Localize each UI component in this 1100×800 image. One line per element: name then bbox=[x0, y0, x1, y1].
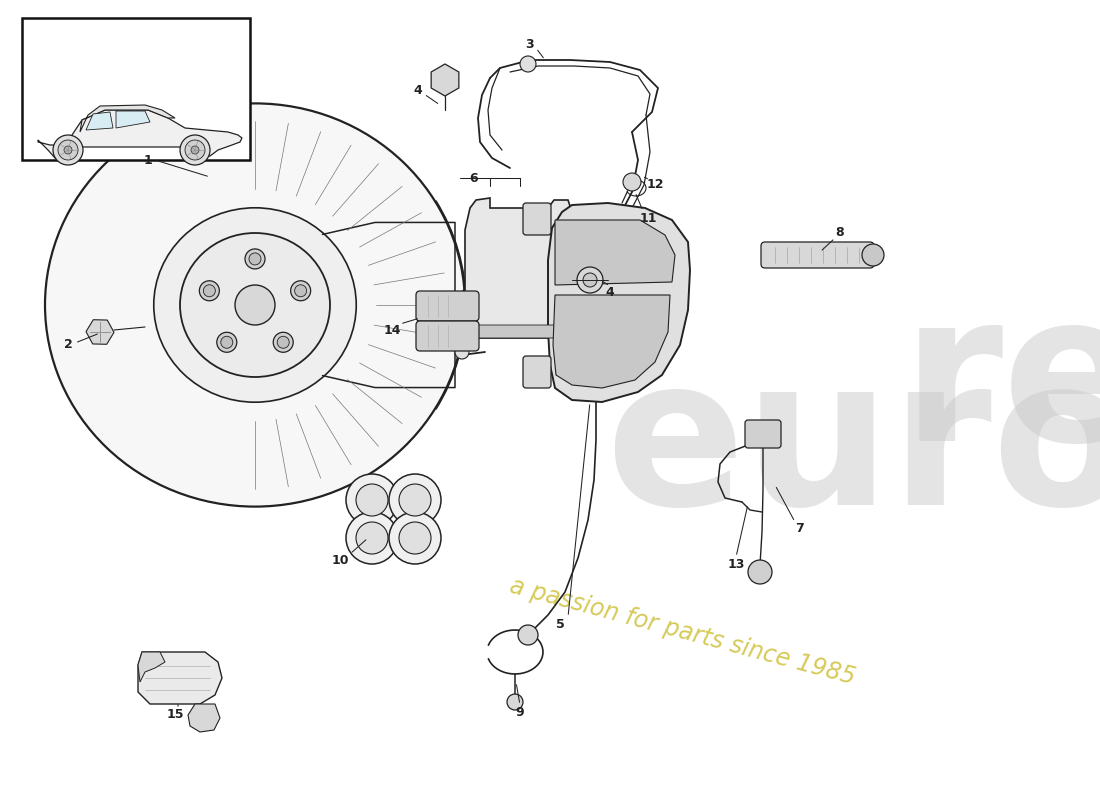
Circle shape bbox=[290, 281, 310, 301]
Polygon shape bbox=[553, 295, 670, 388]
Circle shape bbox=[235, 285, 275, 325]
Circle shape bbox=[295, 285, 307, 297]
FancyBboxPatch shape bbox=[522, 203, 551, 235]
Circle shape bbox=[748, 560, 772, 584]
Polygon shape bbox=[116, 111, 150, 128]
Circle shape bbox=[583, 273, 597, 287]
Circle shape bbox=[623, 173, 641, 191]
Ellipse shape bbox=[45, 103, 465, 506]
Text: a passion for parts since 1985: a passion for parts since 1985 bbox=[506, 574, 858, 690]
Circle shape bbox=[191, 146, 199, 154]
Circle shape bbox=[64, 146, 72, 154]
Polygon shape bbox=[138, 652, 165, 682]
Circle shape bbox=[389, 474, 441, 526]
Polygon shape bbox=[188, 704, 220, 732]
Text: 10: 10 bbox=[331, 554, 349, 566]
FancyBboxPatch shape bbox=[745, 420, 781, 448]
Text: 15: 15 bbox=[166, 709, 184, 722]
FancyBboxPatch shape bbox=[416, 321, 478, 351]
Ellipse shape bbox=[154, 208, 356, 402]
Circle shape bbox=[273, 332, 294, 352]
Text: euro: euro bbox=[605, 348, 1100, 548]
Circle shape bbox=[221, 336, 233, 348]
Text: 11: 11 bbox=[639, 211, 657, 225]
Circle shape bbox=[245, 249, 265, 269]
Circle shape bbox=[389, 512, 441, 564]
Circle shape bbox=[185, 140, 205, 160]
Circle shape bbox=[399, 522, 431, 554]
Circle shape bbox=[204, 285, 216, 297]
Circle shape bbox=[518, 625, 538, 645]
FancyBboxPatch shape bbox=[522, 356, 551, 388]
Circle shape bbox=[277, 336, 289, 348]
Circle shape bbox=[217, 332, 236, 352]
Text: 1: 1 bbox=[144, 154, 153, 166]
Polygon shape bbox=[556, 220, 675, 285]
Circle shape bbox=[578, 267, 603, 293]
Circle shape bbox=[356, 484, 388, 516]
Text: 14: 14 bbox=[383, 323, 400, 337]
Circle shape bbox=[399, 484, 431, 516]
Text: 12: 12 bbox=[647, 178, 663, 191]
Circle shape bbox=[346, 512, 398, 564]
Circle shape bbox=[356, 522, 388, 554]
Text: 4: 4 bbox=[606, 286, 615, 298]
Text: 8: 8 bbox=[836, 226, 845, 239]
Circle shape bbox=[520, 56, 536, 72]
Circle shape bbox=[249, 253, 261, 265]
FancyBboxPatch shape bbox=[22, 18, 250, 160]
Circle shape bbox=[180, 135, 210, 165]
FancyBboxPatch shape bbox=[761, 242, 874, 268]
Polygon shape bbox=[138, 652, 222, 704]
Text: 4: 4 bbox=[414, 83, 422, 97]
Circle shape bbox=[862, 244, 884, 266]
Circle shape bbox=[58, 140, 78, 160]
Polygon shape bbox=[465, 198, 574, 338]
Circle shape bbox=[346, 474, 398, 526]
Circle shape bbox=[199, 281, 219, 301]
Polygon shape bbox=[86, 112, 113, 130]
Text: 5: 5 bbox=[556, 618, 564, 631]
Text: res: res bbox=[902, 284, 1100, 484]
Polygon shape bbox=[39, 110, 242, 158]
Text: 7: 7 bbox=[795, 522, 804, 534]
Text: 6: 6 bbox=[470, 171, 478, 185]
Polygon shape bbox=[548, 203, 690, 402]
FancyBboxPatch shape bbox=[416, 291, 478, 321]
Polygon shape bbox=[80, 105, 175, 132]
Circle shape bbox=[53, 135, 82, 165]
Circle shape bbox=[507, 694, 522, 710]
Text: 2: 2 bbox=[64, 338, 73, 351]
Polygon shape bbox=[465, 325, 574, 338]
Text: 9: 9 bbox=[516, 706, 525, 718]
Circle shape bbox=[455, 345, 469, 359]
Ellipse shape bbox=[180, 233, 330, 377]
Text: 3: 3 bbox=[526, 38, 535, 50]
Text: 13: 13 bbox=[727, 558, 745, 571]
